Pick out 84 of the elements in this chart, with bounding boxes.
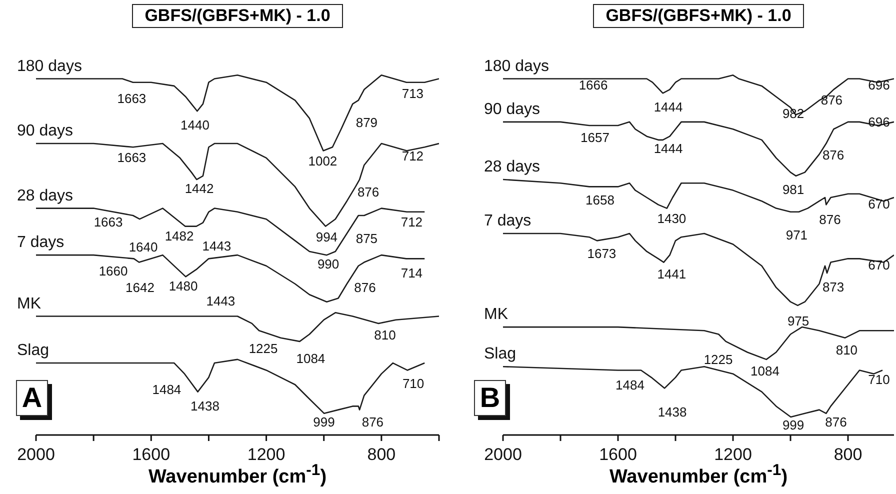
- annotation: 982: [782, 106, 804, 121]
- annotation: A: [16, 380, 48, 416]
- annotation: 876: [354, 280, 376, 295]
- series-label: 180 days: [17, 58, 82, 75]
- annotation: 879: [356, 114, 378, 130]
- annotation: 710: [868, 372, 890, 387]
- annotation: 1438: [190, 398, 220, 414]
- annotation: 1443: [202, 238, 232, 254]
- x-tick-label: 1200: [247, 445, 286, 464]
- series-label: 90 days: [484, 100, 540, 118]
- annotation: 1658: [586, 192, 614, 208]
- series-label: 90 days: [17, 122, 74, 140]
- annotation: 710: [402, 376, 424, 391]
- series-label: 28 days: [17, 187, 74, 204]
- annotation: 994: [316, 229, 338, 244]
- annotation: 876: [822, 148, 844, 163]
- annotation: 1440: [180, 118, 210, 133]
- annotation: 876: [825, 414, 847, 430]
- annotation: 1484: [616, 378, 644, 393]
- annotation: 1484: [152, 382, 182, 397]
- annotation: 1663: [94, 214, 123, 230]
- annotation: 1663: [117, 150, 146, 165]
- x-tick-label: 1200: [714, 445, 752, 464]
- annotation: 990: [317, 256, 340, 272]
- x-axis-title: Wavenumber (cm$^{-1}$): [609, 462, 788, 488]
- annotation: 713: [402, 86, 424, 101]
- annotation: 1084: [296, 350, 326, 366]
- series-label: Slag: [484, 346, 516, 363]
- x-tick-label: 2000: [484, 445, 522, 464]
- annotation: 714: [400, 265, 423, 280]
- annotation: 875: [356, 230, 378, 246]
- annotation: 1430: [657, 210, 686, 226]
- annotation: 1480: [168, 278, 198, 294]
- annotation: 670: [868, 196, 890, 212]
- series-label: 7 days: [484, 212, 532, 230]
- annotation: 1444: [654, 99, 683, 114]
- series-label: MK: [17, 295, 42, 312]
- x-tick-label: 800: [834, 445, 862, 464]
- annotation: 999: [782, 418, 804, 433]
- annotation: 1642: [126, 280, 154, 295]
- annotation: 1225: [248, 340, 278, 356]
- text: B: [474, 380, 506, 416]
- annotation: 1438: [658, 404, 687, 420]
- annotation: 1225: [704, 352, 733, 367]
- chart-title: GBFS/(GBFS+MK) - 1.0: [592, 4, 804, 28]
- annotation: 1666: [578, 78, 608, 93]
- annotation: 1444: [654, 140, 683, 156]
- annotation: 1084: [750, 363, 780, 378]
- annotation: 1441: [657, 266, 686, 282]
- x-tick-label: 2000: [17, 445, 55, 464]
- annotation: 1482: [164, 228, 194, 244]
- annotation: 1660: [98, 263, 128, 278]
- annotation: 1443: [206, 294, 236, 309]
- annotation: 981: [782, 182, 804, 197]
- x-tick-label: 1600: [599, 445, 637, 464]
- series-label: 7 days: [17, 234, 64, 252]
- annotation: 873: [822, 279, 844, 294]
- series-label: Slag: [17, 342, 50, 360]
- series-label: 28 days: [484, 158, 540, 176]
- annotation: 876: [820, 92, 843, 108]
- annotation: 1442: [184, 180, 214, 196]
- annotation: 712: [400, 214, 423, 230]
- x-axis-title: Wavenumber (cm$^{-1}$): [148, 462, 327, 488]
- annotation: 1002: [308, 154, 338, 169]
- annotation: 1663: [117, 90, 146, 106]
- annotation: 712: [402, 148, 424, 164]
- annotation: 810: [374, 328, 396, 343]
- annotation: 999: [313, 414, 335, 430]
- annotation: 876: [362, 414, 384, 430]
- annotation: 1640: [128, 239, 158, 254]
- annotation: 670: [868, 258, 890, 273]
- annotation: 975: [787, 313, 810, 328]
- chart-title: GBFS/(GBFS+MK) - 1.0: [132, 4, 344, 28]
- x-tick-label: 1600: [132, 445, 170, 464]
- annotation: 810: [836, 342, 858, 358]
- series-label: 180 days: [484, 58, 549, 75]
- series-label: MK: [484, 306, 508, 324]
- annotation: 1673: [587, 246, 616, 261]
- annotation: 696: [868, 78, 890, 93]
- x-tick-label: 800: [367, 445, 396, 464]
- annotation: 876: [357, 184, 380, 200]
- annotation: 971: [786, 228, 808, 243]
- annotation: 1657: [580, 130, 610, 145]
- annotation: 876: [819, 212, 841, 227]
